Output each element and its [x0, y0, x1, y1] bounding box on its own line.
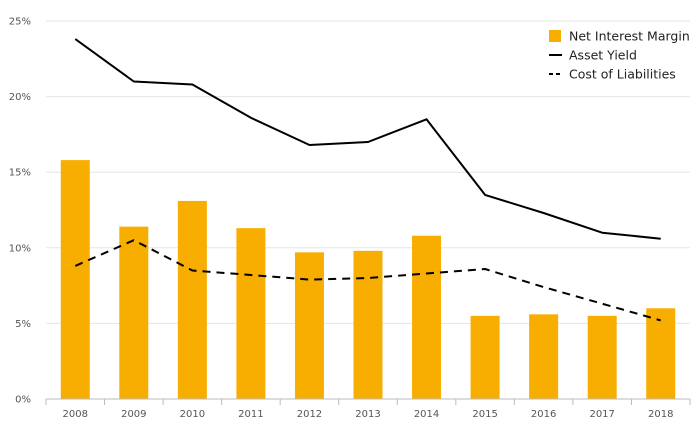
legend-item: Net Interest Margin: [549, 29, 690, 44]
legend-item: Asset Yield: [549, 48, 637, 63]
bar-2011: [236, 228, 266, 399]
gridlines: [46, 20, 690, 324]
x-tick-label: 2010: [180, 409, 205, 420]
y-tick-label: 15%: [9, 168, 31, 179]
legend-item: Cost of Liabilities: [549, 67, 676, 82]
x-tick-label: 2008: [63, 409, 88, 420]
bar-series-net-interest-margin: [60, 160, 676, 399]
axes: 0% 5% 10% 15% 20% 25% 2008 2009 2010 2011 2012 2013…: [9, 17, 691, 420]
bar-2018: [646, 308, 676, 399]
x-tick-label: 2015: [472, 409, 497, 420]
x-tick-label: 2013: [355, 409, 380, 420]
bar-2010: [177, 200, 207, 399]
line-cost-of-liabilities: [74, 239, 661, 322]
x-tick-label: 2012: [297, 409, 322, 420]
legend-label: Asset Yield: [569, 48, 637, 63]
y-tick-label: 10%: [9, 243, 31, 254]
bar-2009: [119, 226, 149, 399]
legend-label: Cost of Liabilities: [569, 67, 676, 82]
legend-swatch-bar: [549, 30, 561, 42]
legend: Net Interest Margin Asset Yield Cost of Li…: [549, 29, 690, 82]
bar-2008: [60, 160, 90, 399]
x-tick-label: 2014: [414, 409, 439, 420]
y-tick-label: 20%: [9, 92, 31, 103]
line-series: [74, 38, 661, 322]
line-asset-yield: [74, 38, 661, 240]
x-tick-label: 2011: [238, 409, 263, 420]
bar-2016: [529, 314, 559, 399]
bar-2013: [353, 250, 383, 399]
bar-2012: [294, 252, 324, 399]
x-tick-label: 2018: [648, 409, 673, 420]
legend-label: Net Interest Margin: [569, 29, 690, 44]
y-tick-label: 0%: [15, 395, 31, 406]
bar-2014: [412, 235, 442, 399]
y-tick-label: 5%: [15, 319, 31, 330]
bar-2017: [587, 315, 617, 399]
x-tick-label: 2009: [121, 409, 146, 420]
x-tick-label: 2017: [589, 409, 614, 420]
bar-2015: [470, 315, 500, 399]
x-tick-label: 2016: [531, 409, 556, 420]
y-tick-label: 25%: [9, 17, 31, 28]
